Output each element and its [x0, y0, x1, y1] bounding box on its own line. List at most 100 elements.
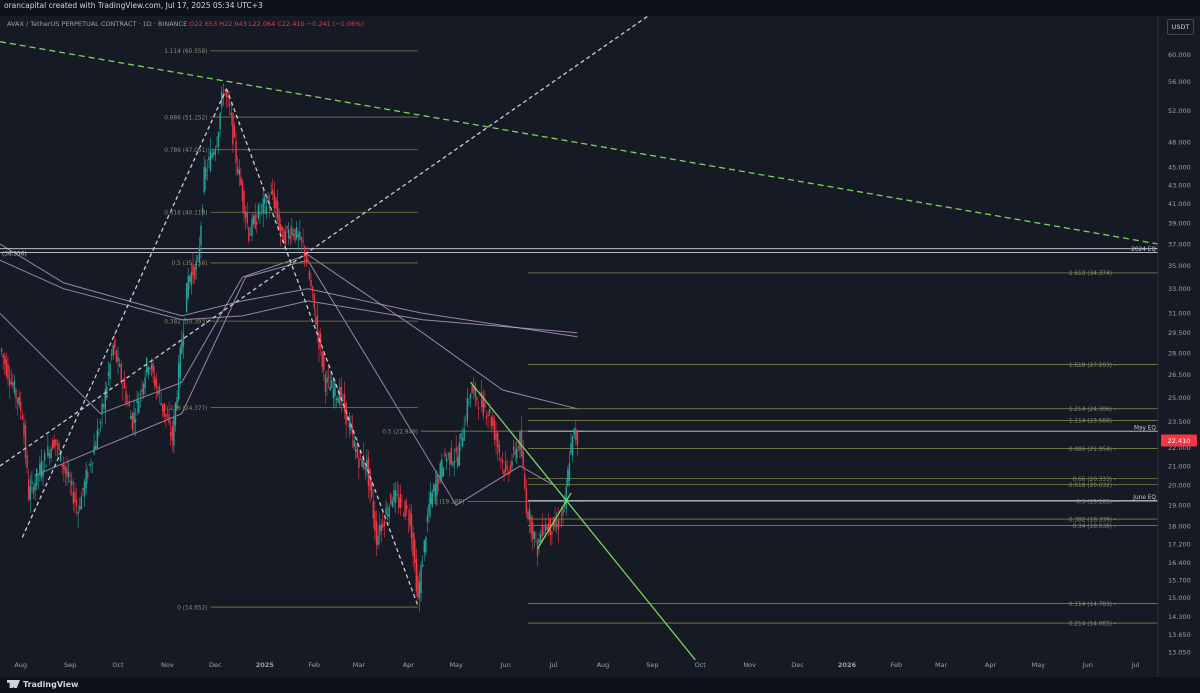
x-tick-label: Nov: [743, 661, 756, 669]
candle-body: [23, 422, 25, 436]
x-tick-label: Jul: [549, 661, 558, 669]
candle-body: [292, 233, 295, 237]
x-tick-label: Aug: [14, 661, 27, 669]
candle-body: [571, 435, 574, 456]
candle-body: [417, 575, 419, 597]
y-tick-label: 37.000: [1168, 240, 1191, 248]
candle-body: [310, 279, 312, 287]
candle-body: [66, 468, 68, 477]
candle-body: [248, 227, 250, 241]
candle-body: [21, 416, 24, 420]
candles: [0, 83, 579, 612]
candle-body: [238, 169, 240, 176]
candle-body: [177, 363, 180, 400]
candle-body: [58, 444, 60, 451]
candle-body: [356, 443, 358, 458]
candle-body: [311, 286, 314, 292]
candle-body: [252, 216, 255, 224]
candle-body: [390, 494, 392, 504]
candle-body: [350, 425, 352, 431]
candle-body: [171, 426, 173, 441]
candle-body: [118, 364, 121, 367]
candle-body: [190, 272, 193, 285]
candle-body: [42, 470, 44, 477]
candle-body: [244, 211, 247, 218]
candle-body: [61, 463, 63, 467]
candle-body: [557, 519, 559, 530]
candle-body: [152, 363, 154, 373]
candle-body: [528, 509, 531, 519]
candle-body: [45, 465, 47, 467]
candle-body: [155, 379, 158, 388]
candle-body: [110, 353, 113, 357]
candle-body: [179, 347, 181, 378]
candle-body: [503, 470, 505, 476]
candle-body: [431, 492, 433, 507]
candle-body: [498, 444, 500, 453]
candle-body: [468, 402, 470, 403]
candle-body: [26, 455, 28, 469]
candle-body: [64, 466, 67, 474]
plot-area: [0, 16, 1158, 660]
fib-level-label: 0.114 (14.783) -: [1069, 602, 1116, 608]
candle-body: [488, 409, 491, 414]
candle-body: [8, 378, 11, 386]
symbol-legend[interactable]: AVAX / TetherUS PERPETUAL CONTRACT · 1D …: [7, 20, 364, 28]
fib-level-label: 1.214 (24.306) -: [1069, 407, 1116, 413]
candle-body: [406, 504, 408, 509]
candle-body: [249, 234, 252, 236]
candle-body: [208, 156, 210, 161]
candle-body: [565, 486, 567, 509]
candle-body: [63, 463, 65, 470]
candle-body: [538, 539, 540, 543]
candle-body: [265, 205, 268, 215]
candle-body: [28, 479, 30, 501]
symbol-name[interactable]: AVAX / TetherUS PERPETUAL CONTRACT · 1D …: [7, 20, 188, 28]
candle-body: [415, 559, 418, 592]
candle-body: [441, 459, 443, 479]
candle-body: [272, 189, 274, 195]
candle-body: [490, 416, 492, 426]
fib-level-label: 0.34 (18.038) -: [1073, 524, 1117, 530]
candle-body: [466, 398, 469, 422]
candle-body: [343, 394, 346, 411]
candle-body: [324, 374, 327, 392]
candle-body: [449, 452, 451, 466]
candle-body: [374, 511, 376, 531]
candle-body: [193, 267, 196, 280]
candle-body: [429, 491, 432, 505]
candle-body: [420, 565, 422, 593]
candle-body: [493, 420, 496, 440]
candle-body: [576, 431, 579, 446]
candle-body: [278, 214, 280, 229]
candle-body: [213, 152, 215, 155]
candle-body: [74, 492, 76, 503]
currency-badge[interactable]: USDT: [1167, 19, 1194, 35]
candle-body: [181, 341, 183, 354]
y-tick-label: 28.000: [1168, 350, 1191, 358]
candle-body: [93, 445, 95, 454]
candle-body: [71, 481, 73, 485]
candle-body: [439, 463, 441, 480]
candle-body: [442, 467, 445, 477]
candle-body: [96, 429, 98, 449]
candle-body: [53, 440, 55, 448]
candle-body: [308, 271, 311, 279]
candle-body: [198, 247, 201, 263]
candle-body: [280, 224, 282, 234]
candle-body: [414, 539, 416, 563]
fib-level-label: 1.114 (23.588) -: [1069, 419, 1116, 425]
candle-body: [126, 401, 129, 403]
candle-body: [532, 522, 534, 540]
candle-body: [134, 419, 137, 423]
candle-body: [303, 246, 306, 255]
x-tick-label: Oct: [112, 661, 124, 669]
equilibrium-label: 2024 EQ: [1131, 247, 1156, 253]
price-chart[interactable]: 60.000 56.000 52.000 48.000 45.000 43.000 41.0…: [0, 16, 1200, 677]
y-tick-label: 22.000: [1168, 444, 1191, 452]
candle-body: [506, 466, 508, 469]
x-tick-label: Apr: [985, 661, 997, 669]
candle-body: [7, 363, 9, 379]
candle-body: [535, 534, 537, 535]
candle-body: [232, 113, 234, 145]
